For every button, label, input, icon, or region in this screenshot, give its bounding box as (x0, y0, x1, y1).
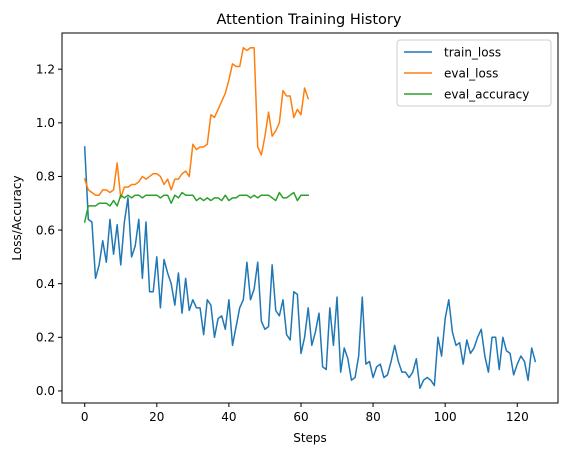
x-axis-label: Steps (293, 431, 327, 445)
series-line-train-loss (83, 146, 537, 389)
legend-label: eval_loss (444, 66, 498, 80)
legend-label: train_loss (444, 45, 501, 59)
x-tick-label: 120 (506, 410, 529, 424)
legend-box (396, 39, 552, 107)
y-tick-label: 0.2 (36, 331, 55, 345)
x-axis: 0 20 40 60 80 100 120 (81, 403, 529, 424)
y-tick-label: 0.4 (36, 277, 55, 291)
y-tick-label: 1.0 (36, 116, 55, 130)
y-tick-label: 0.0 (36, 384, 55, 398)
y-axis: 0.0 0.2 0.4 0.6 0.8 1.0 1.2 (36, 62, 62, 398)
series-line-eval-accuracy (83, 191, 309, 223)
y-tick-label: 0.6 (36, 223, 55, 237)
x-tick-label: 20 (149, 410, 164, 424)
plot-frame (61, 32, 559, 404)
y-axis-label: Loss/Accuracy (10, 175, 24, 260)
x-tick-label: 0 (81, 410, 89, 424)
x-tick-label: 100 (434, 410, 457, 424)
x-tick-label: 60 (293, 410, 308, 424)
y-tick-label: 1.2 (36, 62, 55, 76)
series-line-eval-loss (83, 47, 310, 199)
legend: train_loss eval_loss eval_accuracy (396, 39, 552, 107)
x-tick-label: 40 (221, 410, 236, 424)
legend-label: eval_accuracy (444, 87, 529, 101)
y-tick-label: 0.8 (36, 170, 55, 184)
series-layer (83, 47, 537, 389)
chart-title: Attention Training History (217, 12, 402, 28)
x-tick-label: 80 (365, 410, 380, 424)
